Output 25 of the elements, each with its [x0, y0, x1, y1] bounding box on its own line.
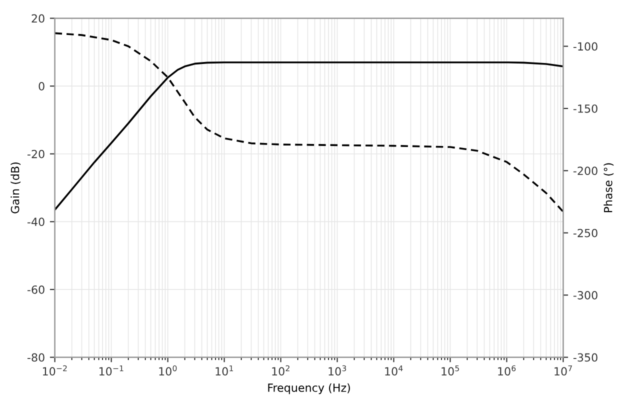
- y2-tick-label: -250: [573, 228, 598, 238]
- x-tick-label: 10$^{6}$: [498, 365, 516, 376]
- x-tick-label: 10$^{−1}$: [99, 365, 124, 376]
- y-tick-label: 0: [38, 82, 44, 90]
- y-tick-label: -40: [28, 218, 44, 226]
- x-tick-label: 10$^{−2}$: [42, 365, 67, 376]
- y-axis-title: Gain (dB): [10, 162, 21, 214]
- x-tick-label: 10$^{5}$: [442, 365, 459, 376]
- x-tick-label: 10$^{1}$: [216, 365, 233, 376]
- y2-axis-title: Phase (°): [604, 163, 614, 212]
- x-tick-label: 10$^{3}$: [328, 365, 346, 376]
- x-tick-label: 10$^{2}$: [272, 365, 290, 376]
- y2-tick-label: -200: [573, 166, 598, 176]
- y2-tick-label: -150: [573, 104, 598, 113]
- y-tick-label: -20: [28, 150, 44, 158]
- y-tick-label: -60: [28, 285, 44, 294]
- y2-tick-label: -350: [573, 353, 598, 362]
- y2-tick-label: -300: [573, 291, 598, 300]
- x-tick-label: 10$^{7}$: [554, 365, 572, 376]
- y-tick-label: 20: [32, 14, 44, 23]
- x-tick-label: 10$^{4}$: [385, 365, 403, 376]
- x-tick-label: 10$^{0}$: [159, 365, 177, 376]
- x-axis-title: Frequency (Hz): [268, 383, 350, 394]
- y2-tick-label: -100: [573, 42, 598, 51]
- y-tick-label: -80: [28, 353, 44, 362]
